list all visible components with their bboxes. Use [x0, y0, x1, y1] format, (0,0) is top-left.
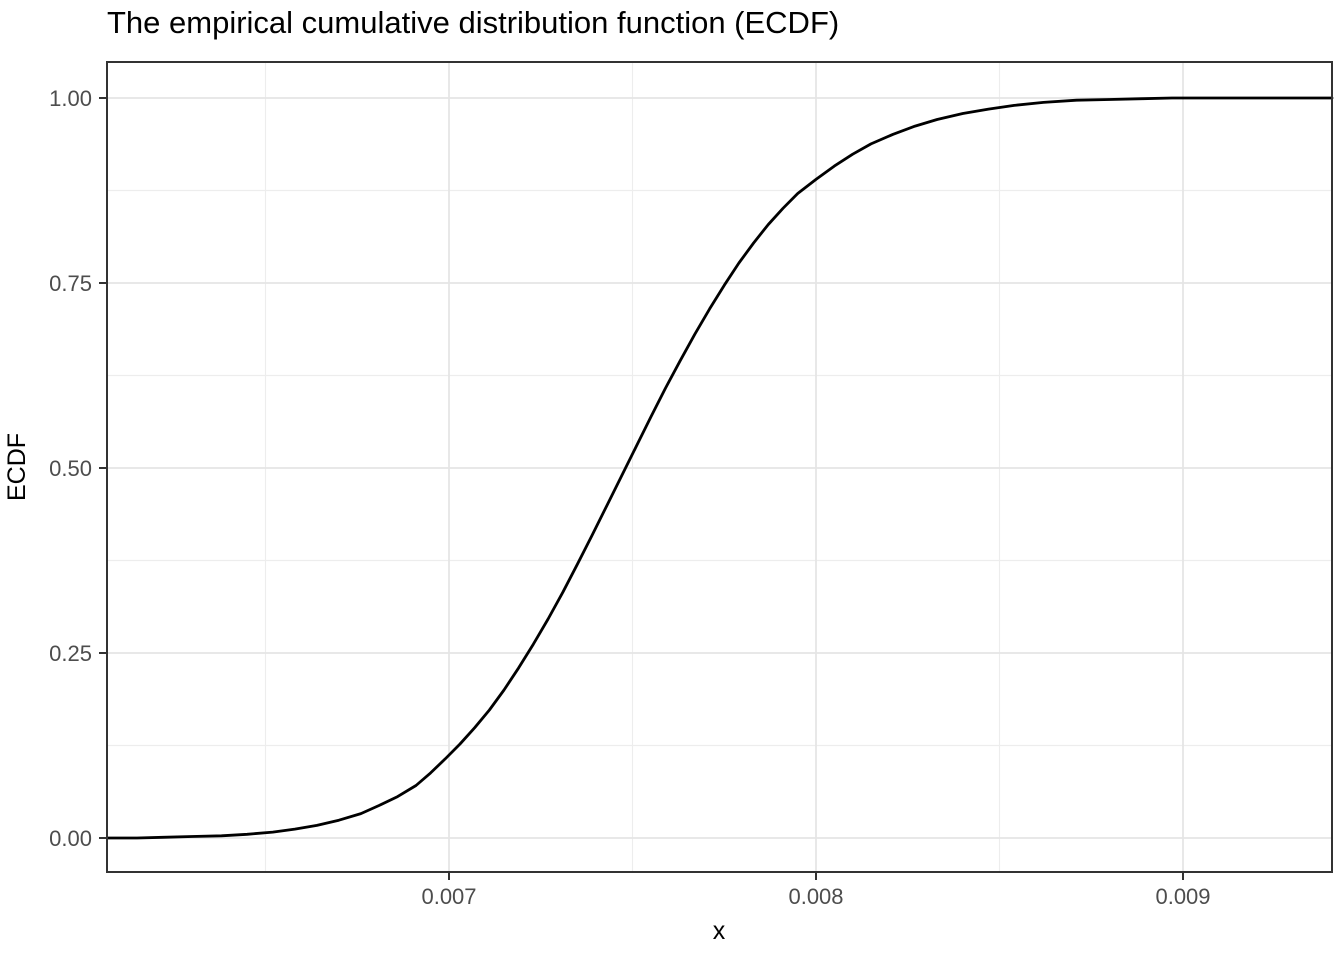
x-tick-label: 0.009: [1155, 884, 1210, 909]
plot-title: The empirical cumulative distribution fu…: [107, 5, 839, 40]
x-axis-title: x: [713, 917, 726, 945]
y-axis-title: ECDF: [3, 433, 31, 501]
ecdf-curve: [105, 96, 1334, 840]
y-tick-label: 0.25: [49, 641, 92, 666]
x-tick-label: 0.008: [788, 884, 843, 909]
y-tick-label: 0.50: [49, 456, 92, 481]
axis-ticks: [99, 97, 1184, 880]
y-tick-label: 1.00: [49, 86, 92, 111]
plot-panel: [107, 62, 1332, 872]
axis-tick-labels: 0.007 0.008 0.009 0.00 0.25 0.50 0.75 1.00: [49, 86, 1210, 909]
grid-minor-lines: [107, 62, 1332, 872]
x-tick-label: 0.007: [421, 884, 476, 909]
y-tick-label: 0.00: [49, 826, 92, 851]
y-tick-label: 0.75: [49, 271, 92, 296]
